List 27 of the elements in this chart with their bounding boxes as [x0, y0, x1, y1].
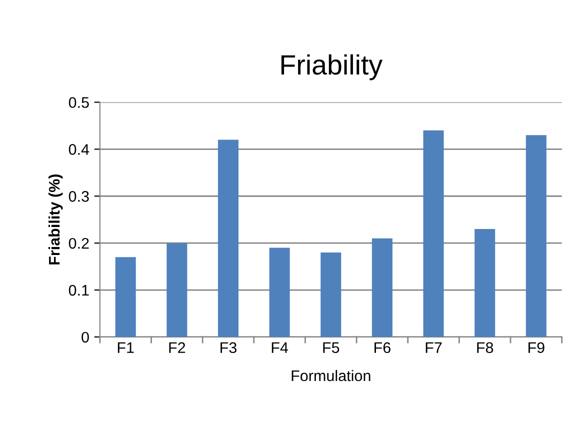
- y-tick-label: 0.1: [68, 284, 89, 296]
- bar: [423, 130, 444, 337]
- y-tick-label: 0.3: [68, 191, 89, 202]
- y-tick-label: 0.4: [68, 144, 90, 155]
- y-tick-label: 0.2: [68, 238, 89, 249]
- x-tick-label: F8: [477, 342, 494, 354]
- bar: [166, 243, 188, 337]
- x-tick-label: F3: [220, 342, 236, 354]
- bar: [474, 228, 496, 337]
- y-axis-title: Friability (%): [48, 174, 63, 264]
- bar: [526, 135, 546, 337]
- bar: [372, 238, 392, 337]
- y-tick-label: 0: [82, 332, 89, 343]
- x-tick-label: F5: [323, 342, 340, 354]
- bar: [269, 248, 290, 337]
- x-tick-label: F1: [118, 342, 134, 353]
- x-tick-label: F4: [272, 342, 288, 353]
- x-tick-label: F7: [426, 342, 442, 353]
- x-tick-label: F9: [528, 342, 544, 354]
- bar: [320, 252, 342, 337]
- y-tick-label: 0.5: [68, 97, 89, 108]
- x-tick-label: F6: [374, 342, 390, 354]
- x-axis-title: Formulation: [292, 370, 370, 382]
- bar: [218, 140, 238, 337]
- bar: [115, 257, 136, 337]
- x-tick-label: F2: [169, 342, 186, 353]
- chart-title: Friability: [281, 54, 383, 80]
